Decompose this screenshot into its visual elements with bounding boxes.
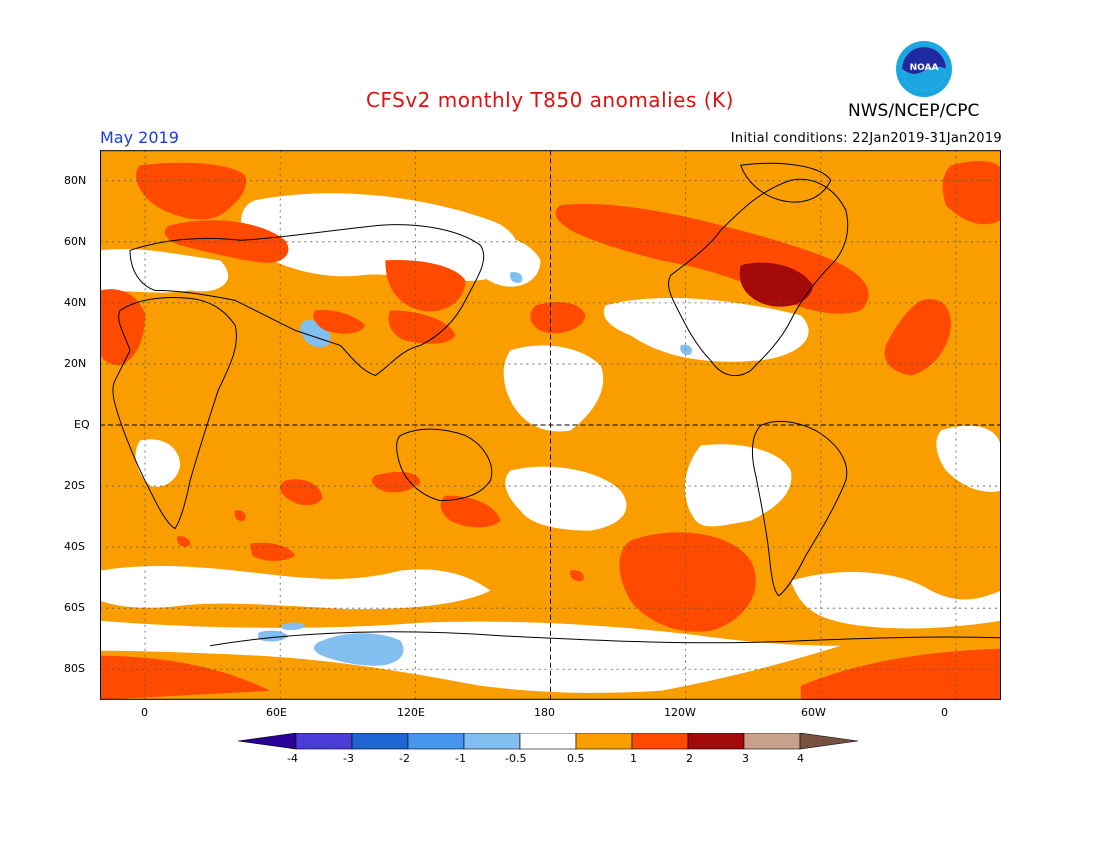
valid-month: May 2019 bbox=[100, 128, 179, 147]
continent-outlines bbox=[112, 162, 1001, 647]
strong-warm-anomaly bbox=[739, 262, 813, 307]
neutral-regions bbox=[100, 193, 1001, 693]
equator-dateline bbox=[100, 150, 1001, 700]
colorbar-label-m4: -4 bbox=[287, 752, 298, 765]
colorbar-label-p2: 2 bbox=[686, 752, 693, 765]
agency-label: NWS/NCEP/CPC bbox=[848, 101, 980, 121]
colorbar bbox=[238, 733, 859, 750]
colorbar-label-m05: -0.5 bbox=[505, 752, 527, 765]
lon-label-120e: 120E bbox=[397, 706, 425, 719]
anomaly-map bbox=[100, 150, 1001, 700]
colorbar-lt-m4 bbox=[238, 733, 297, 750]
noaa-logo: NOAA bbox=[896, 41, 952, 97]
lon-label-180: 180 bbox=[534, 706, 555, 719]
colorbar-p05-p1 bbox=[575, 733, 633, 750]
colorbar-p1-p2 bbox=[631, 733, 689, 750]
colorbar-label-p05: 0.5 bbox=[567, 752, 585, 765]
colorbar-m4-m3 bbox=[295, 733, 353, 750]
lat-label-80n: 80N bbox=[64, 174, 87, 187]
colorbar-label-m1: -1 bbox=[455, 752, 466, 765]
colorbar-gt-p4 bbox=[799, 733, 859, 750]
lat-label-20n: 20N bbox=[64, 357, 87, 370]
map-title: CFSv2 monthly T850 anomalies (K) bbox=[366, 88, 734, 112]
lat-label-eq: EQ bbox=[74, 418, 90, 431]
colorbar-m3-m2 bbox=[351, 733, 409, 750]
lon-label-60e: 60E bbox=[266, 706, 287, 719]
colorbar-p2-p3 bbox=[687, 733, 745, 750]
warm-anomaly-regions bbox=[100, 161, 1001, 700]
lat-label-60n: 60N bbox=[64, 235, 87, 248]
lat-label-40s: 40S bbox=[64, 540, 85, 553]
lon-label-60w: 60W bbox=[801, 706, 826, 719]
initial-conditions: Initial conditions: 22Jan2019-31Jan2019 bbox=[730, 131, 1002, 146]
svg-text:NOAA: NOAA bbox=[910, 63, 939, 73]
lon-label-0: 0 bbox=[141, 706, 148, 719]
lat-label-40n: 40N bbox=[64, 296, 87, 309]
lat-label-60s: 60S bbox=[64, 601, 85, 614]
colorbar-label-m3: -3 bbox=[343, 752, 354, 765]
colorbar-neutral bbox=[519, 733, 577, 750]
colorbar-label-p3: 3 bbox=[742, 752, 749, 765]
lat-label-20s: 20S bbox=[64, 479, 85, 492]
colorbar-label-m2: -2 bbox=[399, 752, 410, 765]
colorbar-label-p1: 1 bbox=[630, 752, 637, 765]
colorbar-p3-p4 bbox=[743, 733, 801, 750]
map-frame bbox=[100, 150, 1001, 700]
lat-label-80s: 80S bbox=[64, 662, 85, 675]
lon-label-0-east: 0 bbox=[941, 706, 948, 719]
colorbar-label-p4: 4 bbox=[797, 752, 804, 765]
lon-label-120w: 120W bbox=[664, 706, 696, 719]
colorbar-m2-m1 bbox=[407, 733, 465, 750]
colorbar-m1-m05 bbox=[463, 733, 521, 750]
